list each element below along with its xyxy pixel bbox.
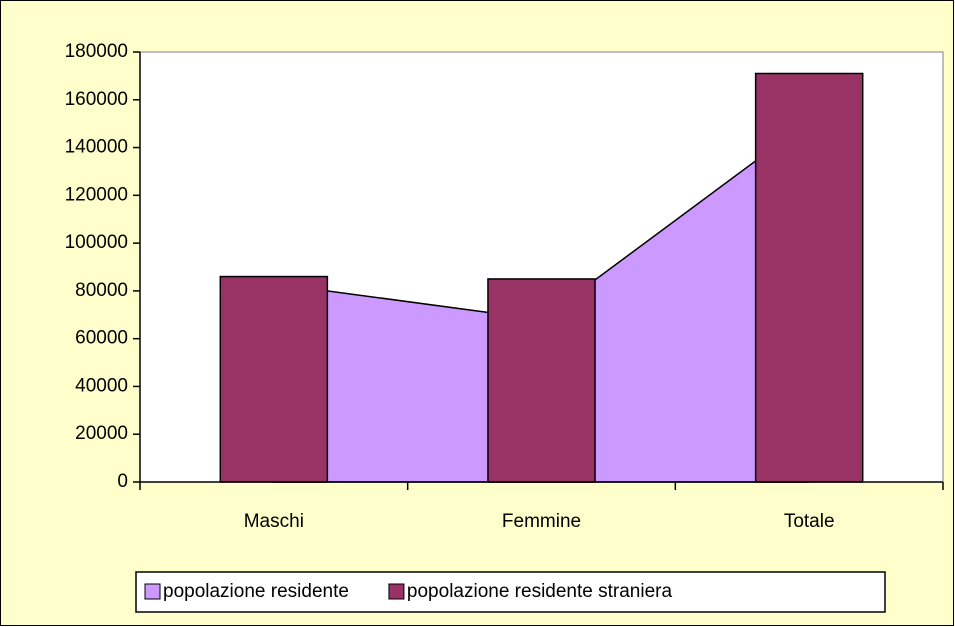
legend-label: popolazione residente straniera: [407, 581, 673, 602]
bar: [487, 278, 596, 483]
y-tick-label: 160000: [65, 89, 128, 110]
bar: [754, 72, 864, 483]
x-tick-label: Femmine: [502, 511, 581, 532]
y-tick-label: 40000: [75, 375, 128, 396]
x-tick-label: Maschi: [244, 511, 304, 532]
y-tick-label: 180000: [65, 41, 128, 62]
legend-swatch: [388, 583, 405, 600]
y-tick-label: 20000: [75, 423, 128, 444]
legend-label: popolazione residente: [163, 581, 349, 602]
y-tick-label: 120000: [65, 184, 128, 205]
y-tick-label: 0: [117, 471, 128, 492]
legend-swatch: [144, 583, 161, 600]
x-tick-label: Totale: [784, 511, 835, 532]
y-tick-label: 80000: [75, 280, 128, 301]
y-tick-label: 140000: [65, 137, 128, 158]
bar: [219, 275, 329, 483]
legend: [135, 571, 886, 613]
y-tick-label: 60000: [75, 328, 128, 349]
y-tick-label: 100000: [65, 232, 128, 253]
